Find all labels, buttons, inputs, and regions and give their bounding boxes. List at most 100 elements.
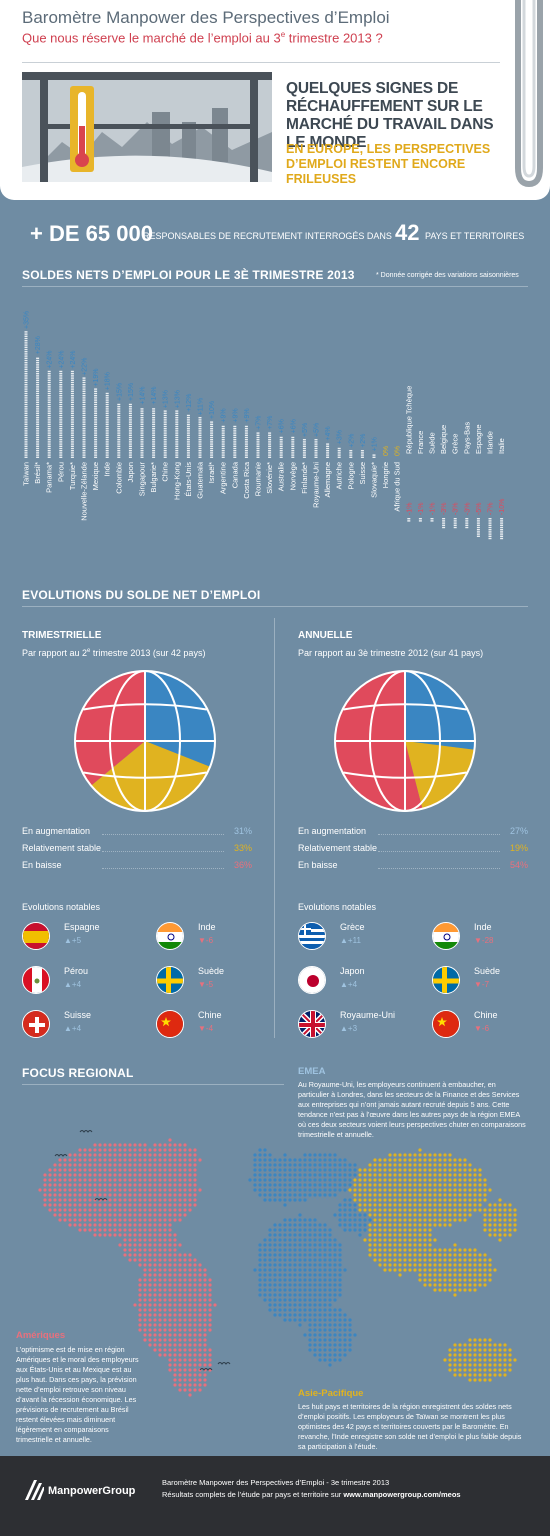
legend-label: En baisse	[298, 860, 338, 870]
notable-quarterly-2: Pérou ▲+4	[22, 966, 142, 1000]
quarterly-title: TRIMESTRIELLE	[22, 630, 102, 641]
bar-value-label: +15%	[116, 383, 123, 401]
annual-notable-title: Evolutions notables	[298, 902, 377, 912]
bar-value-label: +19%	[93, 368, 100, 386]
bar-category-label: États-Unis	[184, 462, 193, 497]
bar-value-label: +28%	[35, 336, 42, 354]
annual-legend-down: En baisse 54%	[298, 860, 528, 874]
notable-value: ▲+11	[340, 936, 361, 945]
footer-line2: Résultats complets de l’étude par pays e…	[162, 1490, 461, 1499]
notable-country: Suisse	[64, 1010, 92, 1020]
pie-slice-stable	[405, 741, 475, 809]
bar-category-label: Norvège	[288, 462, 297, 490]
bar-value-label: -1%	[406, 503, 413, 515]
notable-value: ▲+3	[340, 1024, 358, 1033]
notable-value: ▲+4	[64, 980, 82, 989]
regional-title: FOCUS REGIONAL	[22, 1066, 134, 1080]
bar	[233, 425, 237, 458]
bar	[360, 450, 364, 458]
bar-value-label: +22%	[82, 358, 89, 376]
uk-flag-icon	[298, 1010, 326, 1038]
india-flag-icon	[156, 922, 184, 950]
bar-category-label: Australie	[277, 462, 286, 491]
notable-value: ▼-6	[198, 936, 214, 945]
bar-category-label: Pérou	[56, 462, 65, 482]
bar-category-label: France	[416, 431, 425, 454]
notable-quarterly-3: Suède ▼-5	[156, 966, 276, 1000]
evolutions-vertical-divider	[274, 618, 275, 1038]
notable-value: ▲+4	[64, 1024, 82, 1033]
bar	[488, 518, 492, 540]
notable-annual-3: Suède ▼-7	[432, 966, 550, 1000]
bar	[82, 377, 86, 458]
footer-brand: ManpowerGroup	[48, 1485, 136, 1497]
bar-category-label: Slovaquie*	[370, 462, 379, 498]
bar-category-label: Nouvelle-Zélande	[80, 462, 89, 521]
notable-value: ▼-5	[198, 980, 214, 989]
notable-value: ▼-7	[474, 980, 490, 989]
bar	[163, 410, 167, 458]
stat-countries: 42	[395, 220, 420, 245]
bar	[407, 518, 411, 522]
notable-country: Grèce	[340, 922, 365, 932]
notable-country: Espagne	[64, 922, 100, 932]
bar-value-label: +14%	[140, 386, 147, 404]
quarterly-legend-down: En baisse 36%	[22, 860, 252, 874]
bar-value-label: +7%	[256, 416, 263, 430]
bar-value-label: +10%	[209, 401, 216, 419]
regional-divider	[22, 1084, 284, 1085]
china-flag-icon	[156, 1010, 184, 1038]
bar-value-label: +5%	[302, 423, 309, 437]
bar	[337, 447, 341, 458]
bar	[59, 370, 63, 458]
japan-flag-icon	[298, 966, 326, 994]
bar-category-label: Hong-Kong	[172, 462, 181, 500]
chart-section-title: SOLDES NETS D’EMPLOI POUR LE 3È TRIMESTR…	[22, 268, 355, 282]
wave-icon	[94, 1198, 108, 1201]
notable-value: ▲+5	[64, 936, 82, 945]
bar-category-label: Turquie*	[68, 462, 77, 490]
bar-category-label: Suisse	[358, 462, 367, 485]
bar-category-label: Grèce	[451, 434, 460, 454]
notable-quarterly-1: Inde ▼-6	[156, 922, 276, 956]
bar-value-label: +24%	[47, 350, 54, 368]
bar-value-label: +24%	[70, 350, 77, 368]
bar	[500, 518, 504, 540]
bar-category-label: Pologne	[346, 462, 355, 490]
quarterly-pie-chart	[74, 670, 216, 812]
footer-link[interactable]: www.manpowergroup.com/meos	[343, 1490, 461, 1499]
wave-icon	[79, 1130, 93, 1133]
bar	[210, 421, 214, 458]
bar-value-label: -3%	[441, 503, 448, 515]
bar	[302, 439, 306, 458]
bar	[418, 518, 422, 522]
bar-category-label: Mexique	[91, 462, 100, 490]
bar-category-label: Israël*	[207, 462, 216, 483]
chart-section-divider	[22, 286, 528, 287]
notable-value: ▼-28	[474, 936, 494, 945]
bar-value-label: +3%	[337, 430, 344, 444]
bar-category-label: Slovénie*	[265, 462, 274, 494]
bar	[152, 408, 156, 458]
legend-pct: 27%	[509, 826, 528, 836]
bar	[175, 410, 179, 458]
bar-value-label: +9%	[232, 408, 239, 422]
bar-category-label: République Tchèque	[404, 386, 413, 454]
notable-quarterly-5: Chine ▼-4	[156, 1010, 276, 1044]
notable-country: Pérou	[64, 966, 89, 976]
bar-category-label: Bulgarie*	[149, 462, 158, 493]
bar-category-label: Hongrie	[381, 462, 390, 488]
quarterly-notable-title: Evolutions notables	[22, 902, 101, 912]
bar-value-label: 0%	[383, 446, 390, 456]
bar	[128, 403, 132, 458]
pie-globe-lines	[74, 670, 216, 812]
notable-country: Suède	[198, 966, 225, 976]
bar-value-label: -10%	[499, 499, 506, 515]
quarterly-legend-up: En augmentation 31%	[22, 826, 252, 840]
legend-label: En baisse	[22, 860, 62, 870]
bar-value-label: +2%	[360, 434, 367, 448]
bar-category-label: Brésil*	[33, 462, 42, 484]
page-subtitle: Que nous réserve le marché de l’emploi a…	[22, 30, 383, 46]
bar-value-label: -3%	[464, 503, 471, 515]
bar-value-label: +1%	[372, 437, 379, 451]
